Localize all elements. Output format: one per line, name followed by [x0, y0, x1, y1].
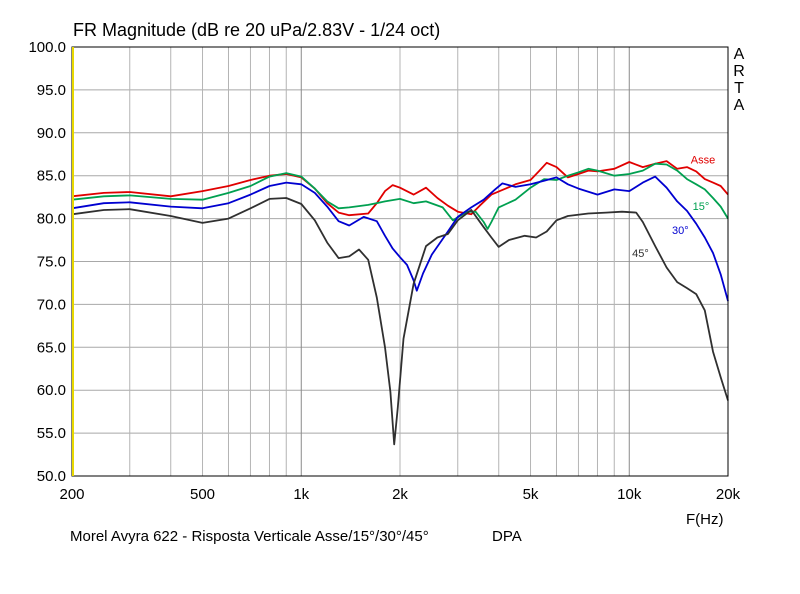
y-axis-labels: 100.0 95.0 90.0 85.0 80.0 75.0 70.0 65.0 60.0 55.…	[28, 39, 66, 485]
grid-lines	[72, 46, 728, 477]
arta-letter-2: R	[733, 63, 745, 80]
arta-watermark: A R T A	[732, 46, 746, 114]
y-tick-label: 95.0	[37, 82, 66, 99]
x-axis-labels: 200 500 1k 2k 5k 10k 20k	[59, 486, 740, 503]
y-tick-label: 100.0	[28, 39, 66, 56]
arta-letter-4: A	[733, 97, 745, 114]
series-line-1	[71, 162, 729, 230]
y-tick-label: 55.0	[37, 425, 66, 442]
x-tick-label: 500	[190, 486, 215, 503]
y-tick-label: 60.0	[37, 382, 66, 399]
y-tick-label: 65.0	[37, 339, 66, 356]
chart-caption: Morel Avyra 622 - Risposta Verticale Ass…	[70, 528, 429, 545]
y-tick-label: 80.0	[37, 211, 66, 228]
x-tick-label: 200	[59, 486, 84, 503]
x-axis-unit-label: F(Hz)	[686, 511, 724, 528]
series-line-3	[71, 197, 729, 446]
series-line-2	[71, 175, 729, 302]
y-tick-label: 75.0	[37, 254, 66, 271]
y-tick-label: 85.0	[37, 168, 66, 185]
series-annotation-2: 30°	[672, 225, 689, 237]
arta-letter-3: T	[734, 80, 744, 97]
x-tick-label: 5k	[523, 486, 539, 503]
x-tick-label: 2k	[392, 486, 408, 503]
x-tick-label: 1k	[293, 486, 309, 503]
y-tick-label: 90.0	[37, 125, 66, 142]
chart-caption-extra: DPA	[492, 528, 522, 545]
series-annotation-1: 15°	[693, 201, 710, 213]
series-group	[71, 160, 729, 446]
chart-title: FR Magnitude (dB re 20 uPa/2.83V - 1/24 …	[73, 20, 441, 40]
series-annotation-0: Asse	[691, 155, 715, 167]
series-annotation-3: 45°	[632, 248, 649, 260]
series-annotations: Asse 15° 30° 45°	[632, 155, 715, 261]
x-tick-label: 10k	[617, 486, 642, 503]
y-tick-label: 50.0	[37, 468, 66, 485]
y-tick-label: 70.0	[37, 296, 66, 313]
x-tick-label: 20k	[716, 486, 741, 503]
arta-letter-1: A	[733, 46, 745, 63]
